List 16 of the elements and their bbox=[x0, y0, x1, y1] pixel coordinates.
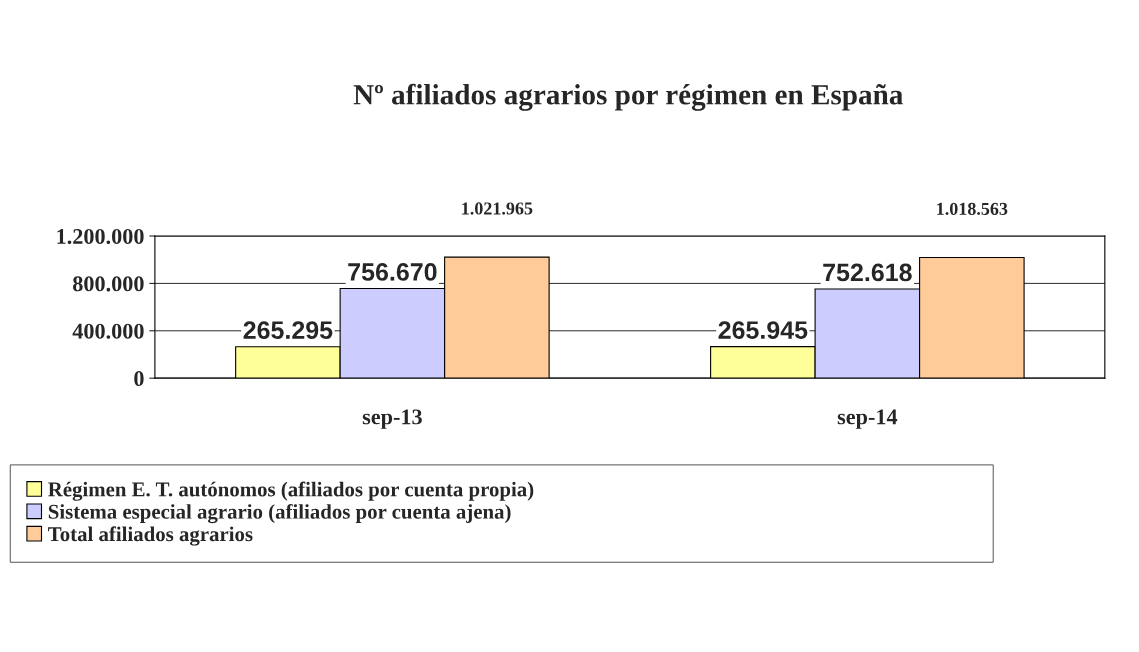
y-tick-label: 1.200.000 bbox=[57, 228, 144, 245]
data-label: 1.018.563 bbox=[937, 202, 1008, 216]
y-tick-label: 0 bbox=[134, 371, 144, 387]
y-tick-label: 400.000 bbox=[72, 323, 144, 339]
legend-label: Total afiliados agrarios bbox=[48, 526, 253, 546]
data-label: 756.670 bbox=[348, 263, 437, 281]
data-label: 265.295 bbox=[243, 321, 333, 340]
legend-label: Sistema especial agrario (afiliados por cuenta ajena) bbox=[48, 503, 511, 524]
legend-label: Régimen E. T. autónomos (afiliados por cuenta propia) bbox=[48, 481, 534, 501]
x-tick-label: sep-14 bbox=[837, 409, 898, 429]
x-tick-label: sep-13 bbox=[362, 409, 422, 429]
data-label: 1.021.965 bbox=[462, 202, 533, 215]
y-tick-label: 800.000 bbox=[73, 276, 144, 292]
data-label: 752.618 bbox=[823, 263, 912, 282]
data-label: 265.945 bbox=[718, 321, 808, 339]
chart-title: Nº afiliados agrarios por régimen en España bbox=[353, 83, 903, 111]
